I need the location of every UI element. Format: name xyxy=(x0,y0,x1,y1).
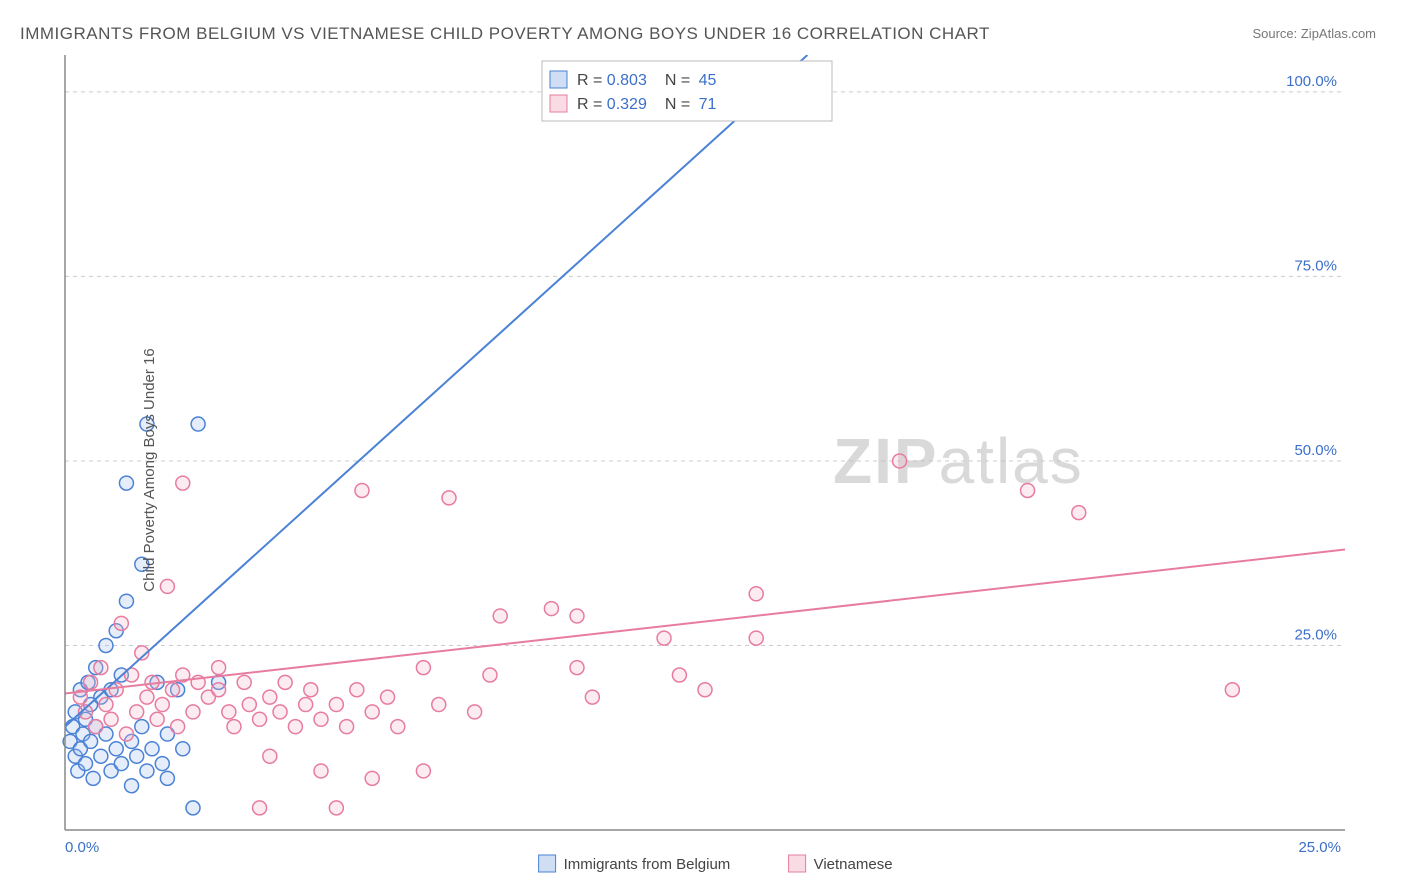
trend-line xyxy=(65,55,807,727)
legend-label: Immigrants from Belgium xyxy=(564,856,731,873)
svg-text:ZIPatlas: ZIPatlas xyxy=(833,425,1084,497)
watermark: ZIPatlas xyxy=(833,425,1084,497)
legend-swatch xyxy=(539,855,556,872)
plot-area: Child Poverty Among Boys Under 16 25.0%5… xyxy=(50,55,1380,885)
svg-text:25.0%: 25.0% xyxy=(1294,626,1337,643)
svg-text:75.0%: 75.0% xyxy=(1294,257,1337,274)
legend-label: Vietnamese xyxy=(814,856,893,873)
svg-text:100.0%: 100.0% xyxy=(1286,73,1337,90)
svg-text:25.0%: 25.0% xyxy=(1298,839,1341,856)
series-vietnamese xyxy=(73,454,1239,815)
svg-text:0.0%: 0.0% xyxy=(65,839,99,856)
trend-line xyxy=(65,550,1345,694)
y-axis-label: Child Poverty Among Boys Under 16 xyxy=(141,348,158,591)
svg-text:50.0%: 50.0% xyxy=(1294,442,1337,459)
legend-swatch xyxy=(789,855,806,872)
scatter-chart: 25.0%50.0%75.0%100.0%ZIPatlas0.0%25.0%R … xyxy=(50,55,1380,885)
chart-title: IMMIGRANTS FROM BELGIUM VS VIETNAMESE CH… xyxy=(20,24,990,44)
source-credit: Source: ZipAtlas.com xyxy=(1252,26,1376,41)
